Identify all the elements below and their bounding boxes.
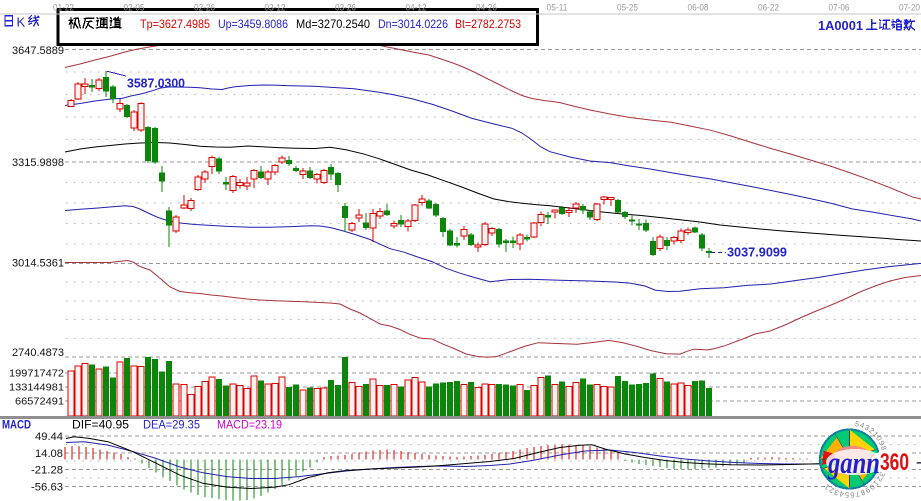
svg-text:3: 3	[833, 488, 840, 498]
svg-text:MACD=23.19: MACD=23.19	[217, 420, 282, 432]
svg-text:4: 4	[839, 489, 845, 499]
svg-text:K: K	[17, 15, 26, 30]
svg-text:3014.5361: 3014.5361	[12, 258, 64, 270]
svg-text:07-06: 07-06	[829, 3, 850, 13]
svg-text:05-11: 05-11	[547, 3, 568, 13]
svg-text:9: 9	[877, 439, 887, 447]
svg-text:49.44: 49.44	[35, 431, 63, 443]
svg-text:5: 5	[845, 490, 850, 499]
svg-text:5: 5	[854, 419, 860, 429]
svg-text:3315.9898: 3315.9898	[12, 157, 64, 169]
svg-text:8: 8	[879, 445, 889, 452]
svg-text:04-26: 04-26	[476, 3, 497, 13]
svg-text:7: 7	[855, 489, 861, 499]
svg-text:06-22: 06-22	[758, 3, 779, 13]
svg-text:2: 2	[867, 426, 876, 436]
svg-text:Bt=2782.2753: Bt=2782.2753	[455, 17, 521, 31]
svg-text:1: 1	[823, 482, 832, 492]
svg-text:3647.5889: 3647.5889	[12, 45, 64, 57]
svg-text:3037.9099: 3037.9099	[727, 246, 787, 260]
svg-text:MACD: MACD	[2, 418, 31, 432]
svg-text:02-26: 02-26	[194, 3, 215, 13]
svg-text:Tp=3627.4985: Tp=3627.4985	[140, 17, 210, 31]
svg-text:05-25: 05-25	[617, 3, 638, 13]
svg-text:DIF=40.95: DIF=40.95	[72, 420, 129, 432]
svg-text:2740.4873: 2740.4873	[12, 347, 64, 359]
svg-text:Dn=3014.0226: Dn=3014.0226	[378, 17, 448, 31]
svg-text:2: 2	[875, 475, 885, 483]
svg-text:9: 9	[864, 485, 872, 495]
svg-text:03-12: 03-12	[265, 3, 286, 13]
svg-text:8: 8	[859, 488, 866, 498]
svg-text:03-26: 03-26	[335, 3, 356, 13]
svg-text:02-05: 02-05	[124, 3, 145, 13]
svg-text:3587.0300: 3587.0300	[127, 77, 185, 91]
svg-text:199717472: 199717472	[9, 368, 64, 380]
svg-text:360: 360	[880, 449, 909, 476]
svg-text:3: 3	[877, 471, 887, 479]
svg-text:-21.28: -21.28	[31, 465, 63, 477]
svg-text:14.08: 14.08	[35, 448, 63, 460]
svg-text:0: 0	[868, 482, 877, 492]
svg-text:-56.63: -56.63	[31, 481, 63, 493]
svg-text:Up=3459.8086: Up=3459.8086	[218, 17, 288, 31]
svg-text:6: 6	[850, 490, 855, 499]
svg-text:0: 0	[874, 434, 884, 443]
svg-text:133144981: 133144981	[9, 382, 64, 394]
svg-text:04-12: 04-12	[406, 3, 427, 13]
svg-text:gann: gann	[827, 445, 880, 480]
svg-text:01-22: 01-22	[53, 3, 74, 13]
svg-text:07-20: 07-20	[899, 3, 920, 13]
svg-text:4: 4	[859, 420, 866, 430]
svg-text:66572491: 66572491	[15, 396, 64, 408]
svg-text:2: 2	[828, 485, 836, 495]
svg-text:Md=3270.2540: Md=3270.2540	[296, 17, 370, 31]
svg-text:DEA=29.35: DEA=29.35	[143, 420, 200, 432]
svg-text:1: 1	[871, 479, 880, 488]
svg-text:1: 1	[871, 430, 880, 439]
svg-text:1A0001: 1A0001	[818, 19, 863, 33]
svg-text:3: 3	[863, 423, 871, 433]
svg-text:06-08: 06-08	[688, 3, 709, 13]
